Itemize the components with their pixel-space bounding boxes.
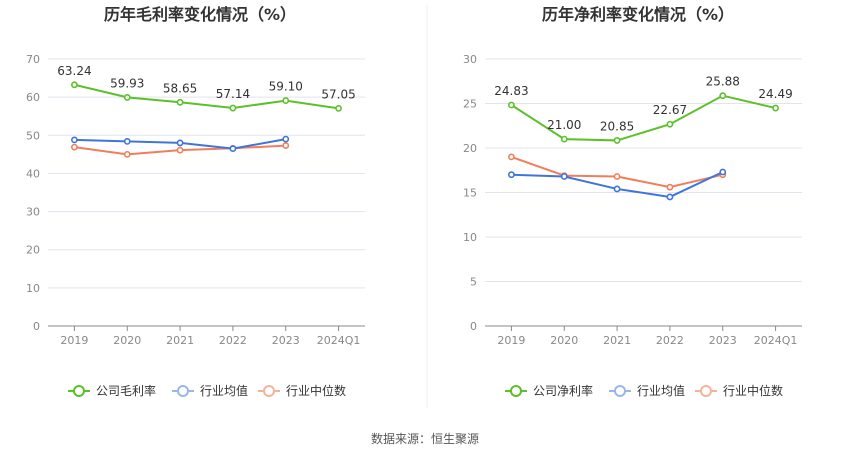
company-data-label: 59.10 [269,80,303,94]
x-tick-label: 2019 [60,334,88,347]
company-point [176,98,184,106]
x-tick-label: 2021 [166,334,194,347]
net-margin-chart: 历年净利率变化情况（%） 0 5 10 15 20 25 30 2019 2020 2021 2022… [463,5,802,398]
y-tick-label: 60 [26,91,40,104]
legend-industry-average-marker [614,385,626,397]
x-tick-label: 2019 [497,334,525,347]
legend-industry-median-label: 行业中位数 [723,383,783,398]
source-note: 数据来源：恒生聚源 [371,431,479,446]
industry-average-point [719,168,727,176]
industry-average-point [613,185,621,193]
chart-title: 历年毛利率变化情况（%） [104,5,296,24]
industry-average-point [560,173,568,180]
y-tick-label: 30 [26,206,40,219]
legend-company-marker [510,385,522,397]
industry-median-point [282,142,290,149]
legend-industry-median-marker [700,385,712,397]
company-data-label: 21.00 [547,118,581,132]
legend-company-label: 公司净利率 [533,383,593,398]
company-line [74,83,339,110]
company-line [510,94,776,142]
legend-industry-average-label: 行业均值 [637,383,685,398]
industry-median-point [613,173,621,180]
industry-median-point [508,153,515,161]
company-data-label: 57.14 [216,87,250,101]
company-data-label: 57.05 [321,87,355,101]
company-point [666,120,674,128]
company-data-label: 25.88 [706,75,740,89]
legend-industry-average-label: 行业均值 [200,383,248,398]
company-point [560,135,568,143]
industry-median-line [511,155,723,189]
y-tick-label: 0 [33,320,40,333]
y-tick-label: 10 [26,282,40,295]
company-data-label: 24.49 [758,87,792,101]
company-data-label: 24.83 [494,84,528,98]
y-tick-label: 0 [470,320,477,333]
y-tick-label: 50 [26,129,40,142]
x-tick-label: 2020 [113,334,141,347]
company-point [282,97,290,104]
legend-company-marker [73,385,85,397]
company-data-label: 20.85 [600,119,634,133]
x-tick-label: 2022 [219,334,247,347]
x-tick-label: 2022 [656,334,684,347]
x-tick-label: 2024Q1 [317,334,361,347]
company-point [613,137,621,144]
chart-title: 历年净利率变化情况（%） [542,5,734,24]
industry-average-point [71,136,78,144]
industry-average-point [666,193,674,201]
y-tick-label: 70 [26,53,40,66]
company-point [719,92,727,100]
company-point [71,81,78,89]
industry-average-point [123,137,131,145]
x-tick-label: 2023 [709,334,737,347]
company-data-label: 63.24 [57,64,91,78]
y-tick-label: 40 [26,167,40,180]
legend-industry-median-marker [263,385,275,397]
industry-average-point [176,139,184,147]
gross-margin-chart: 历年毛利率变化情况（%） 0 10 20 30 40 50 60 70 2019 2020 2021 2… [26,5,365,398]
industry-median-point [71,143,78,151]
company-point [335,104,342,112]
industry-average-point [229,145,237,153]
industry-median-point [176,146,184,154]
industry-median-point [666,183,674,191]
y-tick-label: 20 [463,142,477,155]
company-data-label: 22.67 [653,103,687,117]
company-data-label: 59.93 [110,76,144,90]
industry-average-point [282,135,290,143]
company-point [123,94,131,101]
y-tick-label: 25 [463,98,477,111]
legend-industry-average-marker [177,385,189,397]
y-tick-label: 20 [26,244,40,257]
y-tick-label: 5 [470,276,477,289]
industry-average-point [508,171,515,179]
company-data-label: 58.65 [163,81,197,95]
x-tick-label: 2020 [550,334,578,347]
company-point [229,104,237,112]
x-tick-label: 2021 [603,334,631,347]
x-tick-label: 2023 [272,334,300,347]
y-tick-label: 30 [463,53,477,66]
legend-company-label: 公司毛利率 [96,383,156,398]
legend-industry-median-label: 行业中位数 [286,383,346,398]
company-point [508,101,515,109]
industry-median-point [123,150,131,158]
x-tick-label: 2024Q1 [754,334,798,347]
y-tick-label: 10 [463,231,477,244]
y-tick-label: 15 [463,187,477,200]
company-point [772,104,779,112]
